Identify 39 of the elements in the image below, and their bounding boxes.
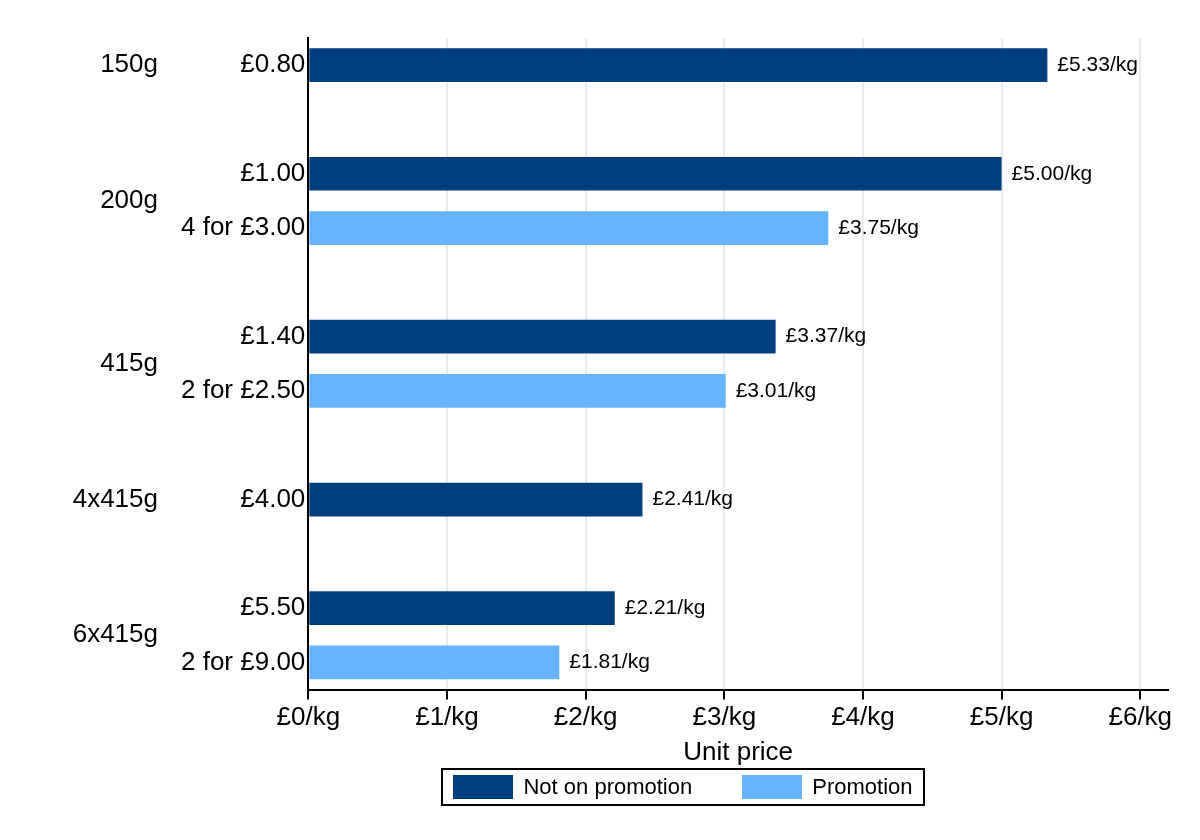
bar: [309, 211, 829, 245]
bar: [309, 645, 560, 680]
x-tick-label: £2/kg: [553, 701, 618, 732]
text: 150g: [100, 48, 158, 79]
bar: [309, 482, 643, 517]
data-label: £2.21/kg: [624, 594, 706, 618]
text: 415g: [100, 346, 158, 377]
y-tick-label: 2 for £2.50: [181, 374, 306, 405]
bar: [309, 374, 726, 408]
text: 6x415g: [72, 618, 158, 649]
x-tick-label: £3/kg: [692, 701, 757, 732]
data-label: £3.01/kg: [735, 377, 817, 401]
data-label: £5.00/kg: [1011, 160, 1093, 184]
x-tick-label: £1/kg: [415, 701, 479, 732]
data-label: £3.75/kg: [838, 214, 919, 238]
y-tick-label: £1.40: [240, 319, 306, 350]
y-tick-label: £0.80: [240, 48, 306, 79]
y-tick-label: £5.50: [240, 591, 306, 622]
bar: [309, 156, 1002, 191]
x-tick-label: £5/kg: [969, 701, 1034, 732]
legend-label: Not on promotion: [523, 774, 693, 800]
y-tick-label: £4.00: [240, 482, 306, 513]
x-axis-title: Unit price: [683, 735, 794, 766]
y-tick-label: 4 for £3.00: [181, 211, 306, 242]
y-tick-label: £1.00: [240, 156, 306, 187]
legend-label: Promotion: [812, 774, 913, 800]
bar: [309, 48, 1048, 82]
data-label: £3.37/kg: [785, 323, 867, 347]
x-tick-label: £4/kg: [831, 701, 895, 732]
text: 4x415g: [72, 482, 158, 513]
data-label: £5.33/kg: [1057, 51, 1138, 75]
y-tick-label: 2 for £9.00: [181, 645, 306, 676]
x-tick-label: £0/kg: [276, 701, 341, 732]
bar: [309, 591, 615, 625]
x-tick-label: £6/kg: [1108, 701, 1173, 732]
data-label: £2.41/kg: [652, 486, 734, 510]
bar: [309, 319, 776, 354]
text: 200g: [100, 184, 158, 215]
data-label: £1.81/kg: [569, 649, 650, 673]
